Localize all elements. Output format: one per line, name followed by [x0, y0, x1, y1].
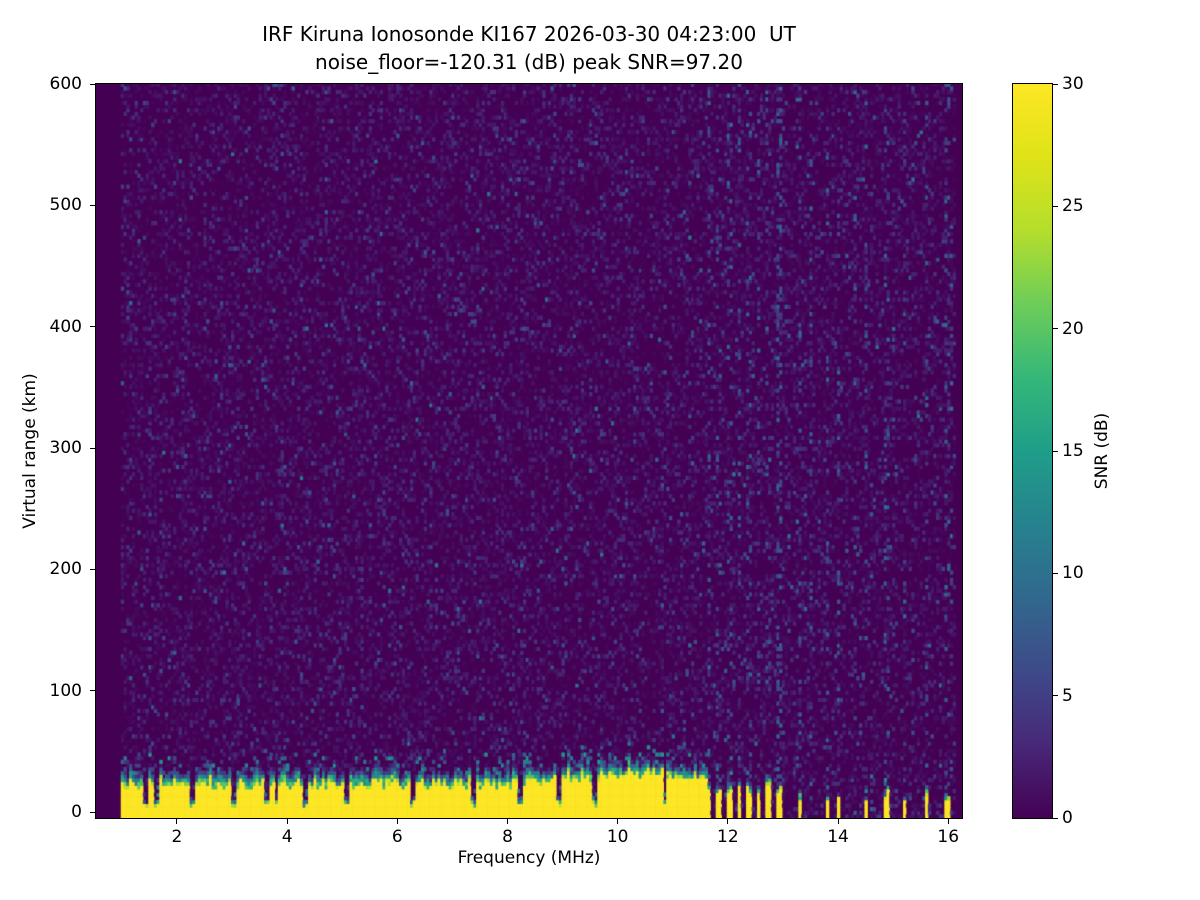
- colorbar-tick-label: 15: [1062, 441, 1084, 461]
- x-tick-label: 16: [937, 827, 960, 847]
- x-tick-mark: [727, 818, 729, 824]
- x-axis-label: Frequency (MHz): [457, 848, 601, 868]
- chart-subtitle: noise_floor=-120.31 (dB) peak SNR=97.20: [315, 50, 743, 74]
- colorbar-tick-mark: [1053, 83, 1058, 85]
- colorbar-tick-label: 30: [1062, 74, 1084, 94]
- colorbar-tick-mark: [1053, 572, 1058, 574]
- plot-area: [95, 83, 963, 819]
- y-tick-label: 200: [49, 559, 82, 580]
- y-tick-mark: [90, 811, 96, 813]
- x-tick-mark: [837, 818, 839, 824]
- y-tick-mark: [90, 568, 96, 570]
- colorbar-gradient: [1013, 84, 1052, 818]
- y-tick-mark: [90, 690, 96, 692]
- colorbar: [1012, 83, 1053, 819]
- x-tick-label: 10: [606, 827, 629, 847]
- x-tick-mark: [617, 818, 619, 824]
- colorbar-tick-mark: [1053, 695, 1058, 697]
- colorbar-tick-mark: [1053, 817, 1058, 819]
- colorbar-tick-label: 0: [1062, 808, 1073, 828]
- y-tick-mark: [90, 204, 96, 206]
- y-tick-label: 300: [49, 438, 82, 459]
- ionogram-heatmap: [96, 84, 962, 818]
- y-tick-label: 100: [49, 680, 82, 701]
- colorbar-tick-mark: [1053, 328, 1058, 330]
- colorbar-tick-label: 5: [1062, 685, 1073, 706]
- colorbar-tick-mark: [1053, 205, 1058, 207]
- x-tick-label: 14: [827, 827, 849, 847]
- colorbar-tick-label: 25: [1062, 196, 1084, 217]
- x-tick-label: 4: [281, 827, 293, 847]
- x-tick-label: 2: [171, 827, 183, 847]
- y-tick-label: 400: [49, 316, 82, 337]
- x-tick-mark: [507, 818, 508, 824]
- x-tick-mark: [396, 818, 398, 824]
- colorbar-tick-label: 10: [1062, 563, 1084, 584]
- y-tick-mark: [90, 447, 96, 449]
- colorbar-tick-label: 20: [1062, 318, 1084, 339]
- y-tick-mark: [90, 326, 96, 328]
- colorbar-tick-mark: [1053, 450, 1058, 452]
- x-tick-mark: [176, 818, 178, 824]
- x-tick-mark: [947, 818, 949, 824]
- x-tick-label: 12: [717, 827, 739, 847]
- y-tick-mark: [90, 83, 96, 85]
- x-tick-label: 6: [391, 827, 403, 847]
- y-tick-label: 0: [71, 802, 82, 823]
- y-tick-label: 500: [49, 195, 82, 216]
- x-tick-mark: [286, 818, 288, 824]
- y-tick-label: 600: [49, 74, 82, 94]
- x-tick-label: 8: [502, 827, 513, 847]
- chart-title: IRF Kiruna Ionosonde KI167 2026-03-30 04…: [262, 22, 796, 46]
